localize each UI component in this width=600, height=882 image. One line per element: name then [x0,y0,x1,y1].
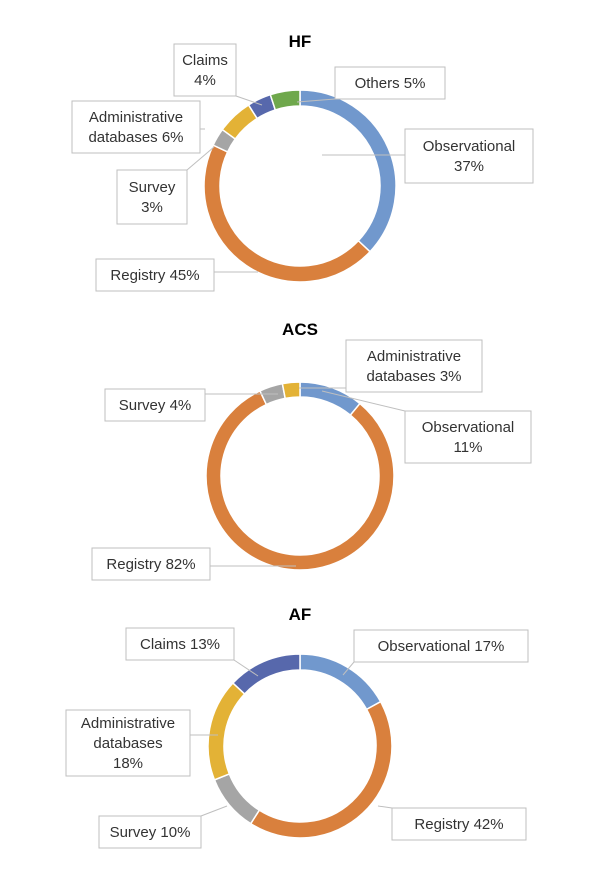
callout-box [71,100,201,154]
callout-box [173,43,237,97]
data-label: Survey [129,179,176,196]
leader-line-af-claims [233,659,259,677]
data-label: Observational 17% [378,638,505,655]
callout-box [125,627,235,661]
leader-line-af-observational [342,661,355,676]
callouts-af: Observational 17% Registry 42% Survey 10% A… [65,627,529,849]
callout-acs-administrative-databases: Administrative databases 3% [345,339,483,393]
data-label: Registry 45% [110,267,199,284]
callout-box [391,807,527,841]
callout-hf-survey: Survey 3% [116,169,188,225]
data-label: Survey 10% [110,824,191,841]
chart-title-hf: HF [289,32,312,51]
callout-af-observational: Observational 17% [353,629,529,663]
data-label: Others 5% [355,75,426,92]
callout-hf-registry: Registry 45% [95,258,215,292]
callout-af-registry: Registry 42% [391,807,527,841]
callout-box [345,339,483,393]
data-label: 4% [194,72,216,89]
callouts-hf: Observational 37% Registry 45% Survey 3% Admi… [71,43,534,292]
slice-acs-registry [205,389,395,571]
callout-box [353,629,529,663]
callout-hf-observational: Observational 37% [404,128,534,184]
callout-box [334,66,446,100]
chart-acs: ACS Observational 11% Registry 82% Survey 4… [91,320,532,581]
leader-line-hf-survey [186,146,215,171]
data-label: Administrative [81,715,175,732]
data-label: 18% [113,755,143,772]
data-label: 11% [454,439,483,456]
callout-acs-registry: Registry 82% [91,547,211,581]
slices-af [207,653,393,839]
data-label: databases 6% [88,129,183,146]
chart-af: AF Observational 17% Registry 42% Survey 1… [65,605,529,849]
callout-hf-claims: Claims 4% [173,43,237,97]
data-label: Administrative [367,348,461,365]
chart-hf: HF Observational 37% Registry 45% Survey 3% A… [71,32,534,292]
callout-box [404,128,534,184]
slice-hf-others [269,89,301,111]
data-label: 3% [141,199,163,216]
callout-box [95,258,215,292]
leader-line-hf-others [296,98,336,103]
leader-line-hf-claims [235,95,263,106]
callout-acs-survey: Survey 4% [104,388,206,422]
callout-box [65,709,191,777]
data-label: Claims [182,52,228,69]
data-label: Administrative [89,109,183,126]
callout-box [104,388,206,422]
data-label: Registry 42% [414,816,503,833]
callout-af-claims: Claims 13% [125,627,235,661]
chart-title-af: AF [289,605,312,624]
data-label: Registry 82% [106,556,195,573]
callout-acs-observational: Observational 11% [404,410,532,464]
callout-hf-administrative-databases: Administrative databases 6% [71,100,201,154]
data-label: databases [93,735,162,752]
chart-title-acs: ACS [282,320,318,339]
callout-box [404,410,532,464]
callout-hf-others: Others 5% [334,66,446,100]
slices-hf [203,89,397,283]
callout-box [98,815,202,849]
slice-af-claims [231,653,301,696]
leader-line-af-registry [377,805,393,809]
data-label: Observational [423,138,516,155]
callout-af-administrative-databases: Administrative databases 18% [65,709,191,777]
leader-line-acs-observational [321,390,406,412]
slice-acs-administrative-databases [281,381,301,400]
data-label: databases 3% [366,368,461,385]
data-label: 37% [454,158,484,175]
leader-line-af-survey [200,805,228,817]
callout-af-survey: Survey 10% [98,815,202,849]
callout-box [91,547,211,581]
data-label: Claims 13% [140,636,220,653]
data-label: Observational [422,419,515,436]
callouts-acs: Observational 11% Registry 82% Survey 4% Adm… [91,339,532,581]
callout-box [116,169,188,225]
data-label: Survey 4% [119,397,192,414]
